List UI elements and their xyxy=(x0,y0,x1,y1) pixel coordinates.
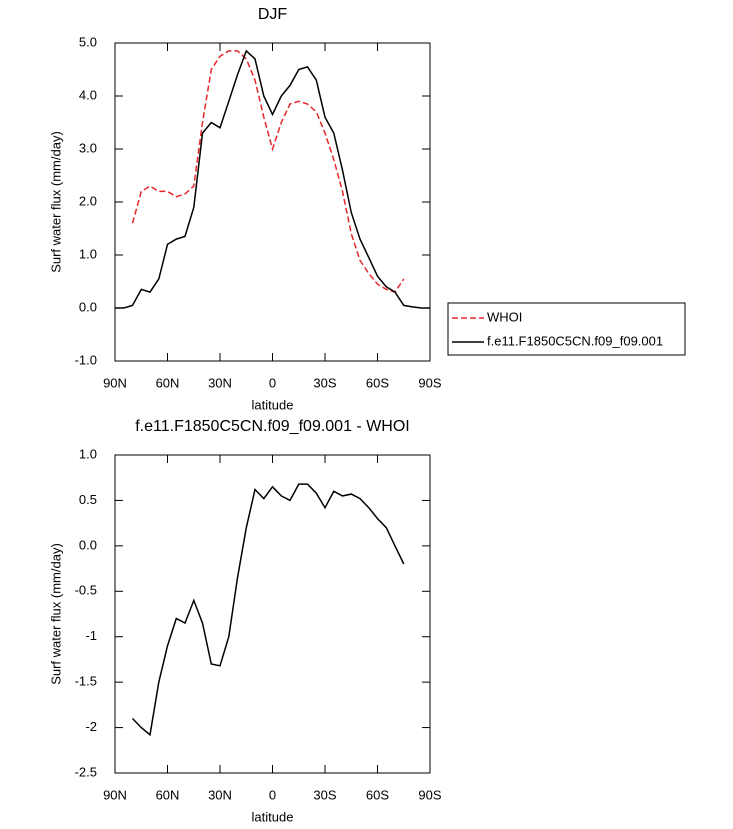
x-axis-label: latitude xyxy=(252,809,294,824)
x-tick-label: 30N xyxy=(208,375,232,390)
legend-box xyxy=(447,302,686,356)
data-line xyxy=(115,49,430,309)
y-tick-label: 2.0 xyxy=(79,193,97,208)
y-tick-label: 4.0 xyxy=(79,87,97,102)
y-tick-label: -1.0 xyxy=(75,352,97,367)
y-tick-label: 1.0 xyxy=(79,446,97,461)
x-tick-label: 60S xyxy=(366,375,389,390)
y-tick-label: -0.5 xyxy=(75,583,97,598)
y-tick-label: 0.0 xyxy=(79,299,97,314)
y-tick-label: -1.5 xyxy=(75,674,97,689)
y-tick-label: 0.5 xyxy=(79,492,97,507)
x-tick-label: 90N xyxy=(103,787,127,802)
chart-title: f.e11.F1850C5CN.f09_f09.001 - WHOI xyxy=(135,418,410,435)
y-axis-label: Surf water flux (mm/day) xyxy=(48,131,63,273)
x-tick-label: 60N xyxy=(156,375,180,390)
x-tick-label: 90N xyxy=(103,375,127,390)
y-tick-label: 3.0 xyxy=(79,140,97,155)
chart-title: DJF xyxy=(258,6,288,23)
x-tick-label: 30N xyxy=(208,787,232,802)
x-tick-label: 90S xyxy=(418,787,441,802)
data-line xyxy=(131,483,405,737)
plot-frame xyxy=(114,454,431,774)
y-tick-label: -1 xyxy=(85,628,97,643)
legend-label: WHOI xyxy=(487,309,522,324)
y-tick-label: -2 xyxy=(85,719,97,734)
y-tick-label: 5.0 xyxy=(79,34,97,49)
y-tick-label: 1.0 xyxy=(79,246,97,261)
y-tick-label: 0.0 xyxy=(79,537,97,552)
y-axis-label: Surf water flux (mm/day) xyxy=(48,543,63,685)
legend-label: f.e11.F1850C5CN.f09_f09.001 xyxy=(487,333,663,348)
x-tick-label: 60S xyxy=(366,787,389,802)
x-tick-label: 30S xyxy=(313,375,336,390)
x-tick-label: 0 xyxy=(269,375,276,390)
plot-frame xyxy=(114,42,431,362)
x-tick-label: 0 xyxy=(269,787,276,802)
x-tick-label: 60N xyxy=(156,787,180,802)
data-line xyxy=(131,50,405,293)
x-tick-label: 30S xyxy=(313,787,336,802)
y-tick-label: -2.5 xyxy=(75,764,97,779)
x-axis-label: latitude xyxy=(252,397,294,412)
x-tick-label: 90S xyxy=(418,375,441,390)
